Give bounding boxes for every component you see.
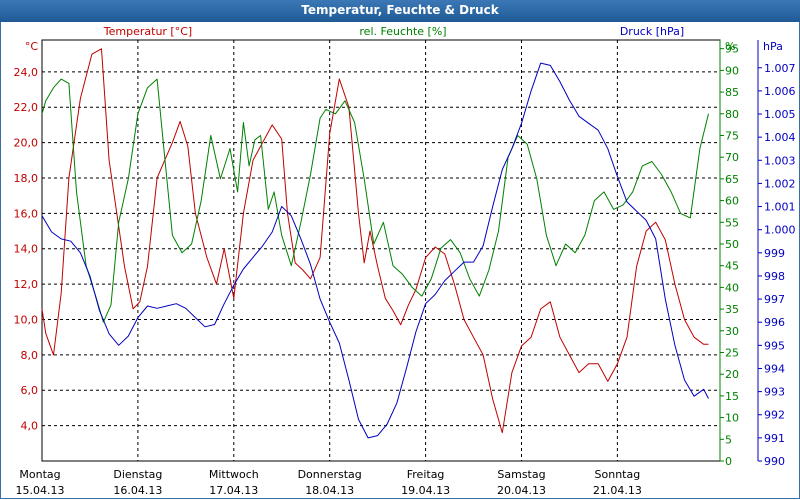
humidity-tick-label: 85 bbox=[725, 86, 739, 99]
temperature-tick-label: 16,0 bbox=[14, 207, 39, 220]
x-tick-day: Sonntag bbox=[595, 468, 641, 481]
x-tick-date: 18.04.13 bbox=[305, 484, 354, 497]
pressure-tick-label: 992 bbox=[764, 409, 785, 422]
humidity-axis-label: rel. Feuchte [%] bbox=[359, 25, 446, 38]
humidity-tick-label: 40 bbox=[725, 281, 739, 294]
pressure-tick-label: 1.006 bbox=[764, 85, 796, 98]
x-tick-date: 16.04.13 bbox=[113, 484, 162, 497]
temperature-unit: °C bbox=[25, 40, 39, 53]
x-tick-day: Mittwoch bbox=[209, 468, 259, 481]
humidity-tick-label: 5 bbox=[725, 433, 732, 446]
humidity-tick-label: 75 bbox=[725, 129, 739, 142]
humidity-unit: % bbox=[725, 40, 735, 53]
humidity-tick-label: 70 bbox=[725, 151, 739, 164]
temperature-tick-label: 14,0 bbox=[14, 243, 39, 256]
humidity-tick-label: 15 bbox=[725, 390, 739, 403]
temperature-tick-label: 12,0 bbox=[14, 278, 39, 291]
x-tick-day: Dienstag bbox=[113, 468, 162, 481]
plot-area-border bbox=[41, 39, 721, 462]
pressure-tick-label: 1.005 bbox=[764, 108, 796, 121]
pressure-tick-label: 1.004 bbox=[764, 131, 796, 144]
humidity-tick-label: 35 bbox=[725, 303, 739, 316]
x-tick-day: Montag bbox=[19, 468, 60, 481]
pressure-tick-label: 993 bbox=[764, 386, 785, 399]
x-tick-day: Samstag bbox=[497, 468, 545, 481]
series-line-temperature bbox=[41, 48, 709, 434]
humidity-tick-label: 45 bbox=[725, 260, 739, 273]
temperature-tick-label: 24,0 bbox=[14, 66, 39, 79]
window-title: Temperatur, Feuchte & Druck bbox=[0, 0, 800, 22]
x-tick-date: 17.04.13 bbox=[209, 484, 258, 497]
pressure-tick-label: 1.003 bbox=[764, 154, 796, 167]
pressure-axis-label: Druck [hPa] bbox=[620, 25, 684, 38]
x-tick-date: 15.04.13 bbox=[16, 484, 65, 497]
pressure-tick-label: 996 bbox=[764, 316, 785, 329]
x-tick-date: 19.04.13 bbox=[401, 484, 450, 497]
pressure-tick-label: 991 bbox=[764, 432, 785, 445]
temperature-tick-label: 18,0 bbox=[14, 172, 39, 185]
pressure-tick-label: 990 bbox=[764, 455, 785, 468]
humidity-tick-label: 55 bbox=[725, 216, 739, 229]
pressure-tick-label: 998 bbox=[764, 270, 785, 283]
x-tick-date: 21.04.13 bbox=[593, 484, 642, 497]
pressure-tick-label: 1.007 bbox=[764, 62, 796, 75]
humidity-tick-label: 90 bbox=[725, 64, 739, 77]
temperature-tick-label: 6,0 bbox=[21, 384, 39, 397]
pressure-tick-label: 1.002 bbox=[764, 177, 796, 190]
series-line-humidity bbox=[41, 78, 709, 323]
humidity-tick-label: 30 bbox=[725, 325, 739, 338]
pressure-tick-label: 1.000 bbox=[764, 224, 796, 237]
temperature-tick-label: 10,0 bbox=[14, 313, 39, 326]
humidity-tick-label: 95 bbox=[725, 43, 739, 56]
pressure-unit: hPa bbox=[763, 40, 783, 53]
series-line-pressure bbox=[41, 62, 709, 439]
humidity-tick-label: 50 bbox=[725, 238, 739, 251]
humidity-tick-label: 10 bbox=[725, 412, 739, 425]
temperature-axis-label: Temperatur [°C] bbox=[103, 25, 192, 38]
x-tick-date: 20.04.13 bbox=[497, 484, 546, 497]
temperature-tick-label: 8,0 bbox=[21, 349, 39, 362]
pressure-tick-label: 997 bbox=[764, 293, 785, 306]
x-tick-day: Donnerstag bbox=[298, 468, 362, 481]
temperature-tick-label: 22,0 bbox=[14, 101, 39, 114]
pressure-tick-label: 995 bbox=[764, 339, 785, 352]
humidity-tick-label: 80 bbox=[725, 108, 739, 121]
temperature-tick-label: 4,0 bbox=[21, 420, 39, 433]
humidity-tick-label: 65 bbox=[725, 173, 739, 186]
temperature-tick-label: 20,0 bbox=[14, 137, 39, 150]
pressure-tick-label: 994 bbox=[764, 362, 785, 375]
humidity-tick-label: 25 bbox=[725, 346, 739, 359]
humidity-tick-label: 60 bbox=[725, 195, 739, 208]
x-tick-day: Freitag bbox=[407, 468, 445, 481]
pressure-tick-label: 1.001 bbox=[764, 201, 796, 214]
humidity-tick-label: 20 bbox=[725, 368, 739, 381]
humidity-tick-label: 0 bbox=[725, 455, 732, 468]
pressure-tick-label: 999 bbox=[764, 247, 785, 260]
